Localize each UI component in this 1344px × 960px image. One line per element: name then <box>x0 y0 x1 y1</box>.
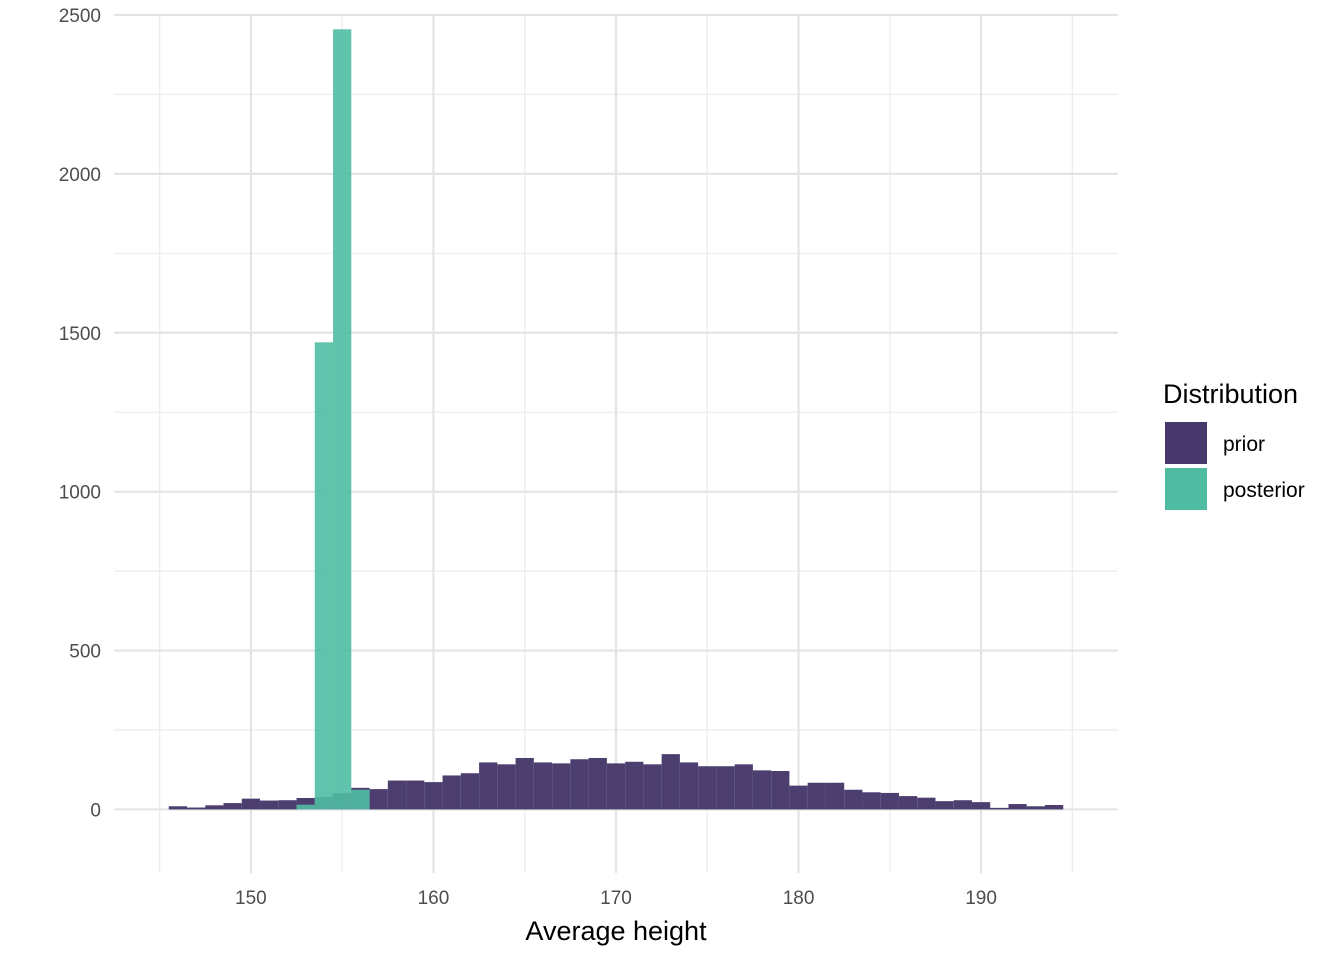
bar-prior-38 <box>862 792 881 810</box>
bar-prior-39 <box>880 792 899 810</box>
bar-prior-6 <box>278 800 297 810</box>
bar-prior-31 <box>734 764 753 810</box>
bar-prior-12 <box>387 780 407 810</box>
bar-prior-48 <box>1044 804 1064 810</box>
bar-prior-3 <box>223 803 242 810</box>
y-axis-tick-labels: 0 500 1000 1500 2000 2500 <box>59 6 101 821</box>
bar-prior-17 <box>479 762 498 810</box>
bar-prior-44 <box>971 802 991 810</box>
bar-prior-46 <box>1008 804 1027 810</box>
bar-prior-22 <box>570 759 589 810</box>
bar-prior-15 <box>442 775 461 810</box>
x-axis-tick-labels: 150 160 170 180 190 <box>235 888 997 909</box>
y-tick-label-5: 2500 <box>59 6 101 27</box>
bar-prior-43 <box>953 800 972 810</box>
bar-prior-14 <box>424 782 443 810</box>
legend-swatch-prior <box>1165 422 1207 464</box>
x-tick-label-0: 150 <box>235 888 267 909</box>
y-tick-label-4: 2000 <box>59 165 101 186</box>
series-posterior-bars <box>296 29 370 810</box>
bar-prior-1 <box>187 807 206 810</box>
bar-prior-23 <box>588 757 607 810</box>
bar-prior-26 <box>643 764 662 810</box>
bar-prior-37 <box>844 789 863 810</box>
x-tick-label-1: 160 <box>418 888 450 909</box>
legend-label-prior: prior <box>1223 433 1265 456</box>
bar-prior-25 <box>625 761 644 810</box>
y-tick-label-3: 1500 <box>59 324 101 345</box>
x-axis-title: Average height <box>525 916 707 946</box>
y-tick-label-1: 500 <box>69 642 101 663</box>
bar-prior-33 <box>771 770 790 810</box>
bar-prior-24 <box>606 763 626 810</box>
bar-prior-18 <box>497 764 516 810</box>
bar-posterior-3 <box>351 789 370 810</box>
grid <box>114 13 1118 873</box>
legend-label-posterior: posterior <box>1223 479 1305 502</box>
bar-prior-16 <box>460 773 480 810</box>
y-tick-label-0: 0 <box>90 800 101 821</box>
bar-prior-41 <box>917 797 936 810</box>
bar-prior-5 <box>260 800 279 810</box>
bar-prior-47 <box>1026 806 1045 810</box>
bar-prior-42 <box>935 801 954 810</box>
bar-prior-4 <box>241 798 261 810</box>
bar-prior-45 <box>990 807 1009 810</box>
bar-posterior-2 <box>333 29 352 810</box>
bar-posterior-1 <box>314 342 334 810</box>
bar-prior-34 <box>789 785 808 810</box>
x-tick-label-4: 190 <box>965 888 997 909</box>
x-tick-label-2: 170 <box>600 888 632 909</box>
bar-prior-19 <box>515 757 534 810</box>
bar-prior-0 <box>168 806 188 810</box>
x-tick-label-3: 180 <box>783 888 815 909</box>
bar-prior-28 <box>679 762 699 810</box>
bar-prior-7 <box>296 798 315 810</box>
bar-prior-30 <box>716 766 735 810</box>
legend: Distribution prior posterior <box>1163 379 1305 510</box>
series-prior-bars <box>168 754 1064 810</box>
bar-prior-2 <box>205 805 224 810</box>
bar-prior-40 <box>898 796 918 810</box>
bar-prior-36 <box>825 782 845 810</box>
bar-prior-27 <box>661 754 680 810</box>
bar-prior-21 <box>552 763 571 810</box>
bar-prior-20 <box>533 762 553 810</box>
y-tick-label-2: 1000 <box>59 483 101 504</box>
bar-posterior-0 <box>296 804 315 810</box>
bar-prior-35 <box>807 782 826 810</box>
bar-prior-13 <box>406 780 425 810</box>
bar-prior-32 <box>752 770 772 810</box>
bar-prior-29 <box>698 766 717 810</box>
legend-swatch-posterior <box>1165 468 1207 510</box>
legend-title: Distribution <box>1163 379 1298 409</box>
bar-prior-11 <box>369 789 388 810</box>
